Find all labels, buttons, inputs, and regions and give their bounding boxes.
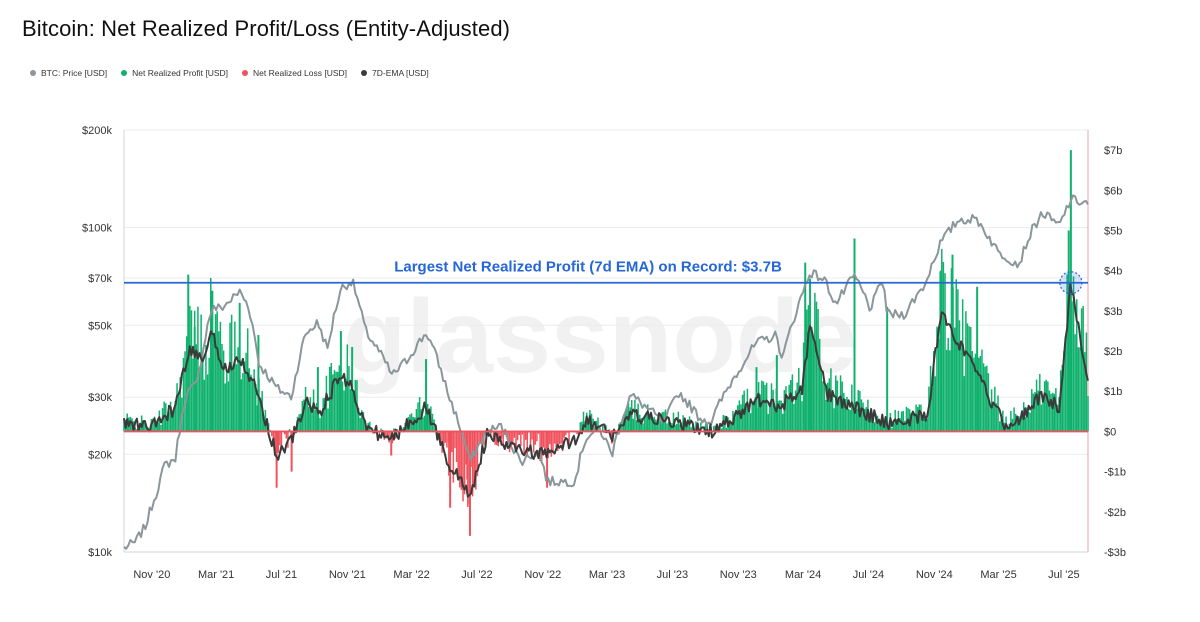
x-tick-label: Jul '21 [266, 569, 297, 581]
right-tick-label: $1b [1104, 386, 1122, 398]
left-tick-label: $200k [82, 125, 112, 137]
left-tick-label: $20k [88, 449, 112, 461]
x-tick-label: Nov '22 [524, 569, 561, 581]
watermark-text: glassnode [343, 279, 857, 395]
right-tick-label: $5b [1104, 225, 1122, 237]
legend-label-profit: Net Realized Profit [USD] [132, 68, 229, 78]
right-tick-label: $0 [1104, 426, 1116, 438]
record-annotation: Largest Net Realized Profit (7d EMA) on … [394, 259, 782, 276]
right-tick-label: -$1b [1104, 467, 1126, 479]
left-tick-label: $50k [88, 320, 112, 332]
x-tick-label: Jul '25 [1048, 569, 1079, 581]
x-tick-label: Mar '22 [393, 569, 429, 581]
loss-series [271, 431, 710, 536]
left-tick-label: $70k [88, 273, 112, 285]
x-tick-label: Nov '23 [720, 569, 757, 581]
x-tick-label: Mar '25 [980, 569, 1016, 581]
right-tick-label: $3b [1104, 306, 1122, 318]
chart-title: Bitcoin: Net Realized Profit/Loss (Entit… [22, 16, 511, 41]
legend-label-price: BTC: Price [USD] [41, 68, 108, 78]
legend-dot-ema [361, 70, 368, 76]
left-tick-label: $100k [82, 223, 112, 235]
legend-dot-loss [242, 70, 249, 76]
left-tick-label: $30k [88, 392, 112, 404]
chart-legend: BTC: Price [USD] Net Realized Profit [US… [30, 68, 429, 78]
legend-item-profit[interactable]: Net Realized Profit [USD] [121, 68, 228, 78]
right-tick-label: -$3b [1104, 547, 1126, 559]
right-tick-label: -$2b [1104, 507, 1126, 519]
x-tick-label: Nov '21 [329, 569, 366, 581]
left-tick-label: $10k [88, 547, 112, 559]
legend-label-ema: 7D-EMA [USD] [372, 68, 429, 78]
legend-item-ema[interactable]: 7D-EMA [USD] [361, 68, 429, 78]
record-marker [1059, 271, 1083, 295]
right-tick-label: $6b [1104, 185, 1122, 197]
x-tick-label: Nov '20 [133, 569, 170, 581]
x-tick-label: Mar '23 [589, 569, 625, 581]
right-tick-label: $4b [1104, 266, 1122, 278]
legend-dot-profit [121, 70, 128, 76]
x-tick-label: Jul '23 [657, 569, 688, 581]
right-tick-label: $7b [1104, 145, 1122, 157]
legend-label-loss: Net Realized Loss [USD] [253, 68, 348, 78]
legend-item-price[interactable]: BTC: Price [USD] [30, 68, 107, 78]
legend-item-loss[interactable]: Net Realized Loss [USD] [242, 68, 347, 78]
legend-dot-price [30, 70, 36, 76]
x-tick-label: Jul '24 [853, 569, 884, 581]
x-tick-label: Jul '22 [461, 569, 492, 581]
price-line [123, 194, 1089, 550]
x-tick-label: Mar '24 [785, 569, 821, 581]
x-tick-label: Mar '21 [198, 569, 234, 581]
right-tick-label: $2b [1104, 346, 1122, 358]
x-tick-label: Nov '24 [916, 569, 953, 581]
